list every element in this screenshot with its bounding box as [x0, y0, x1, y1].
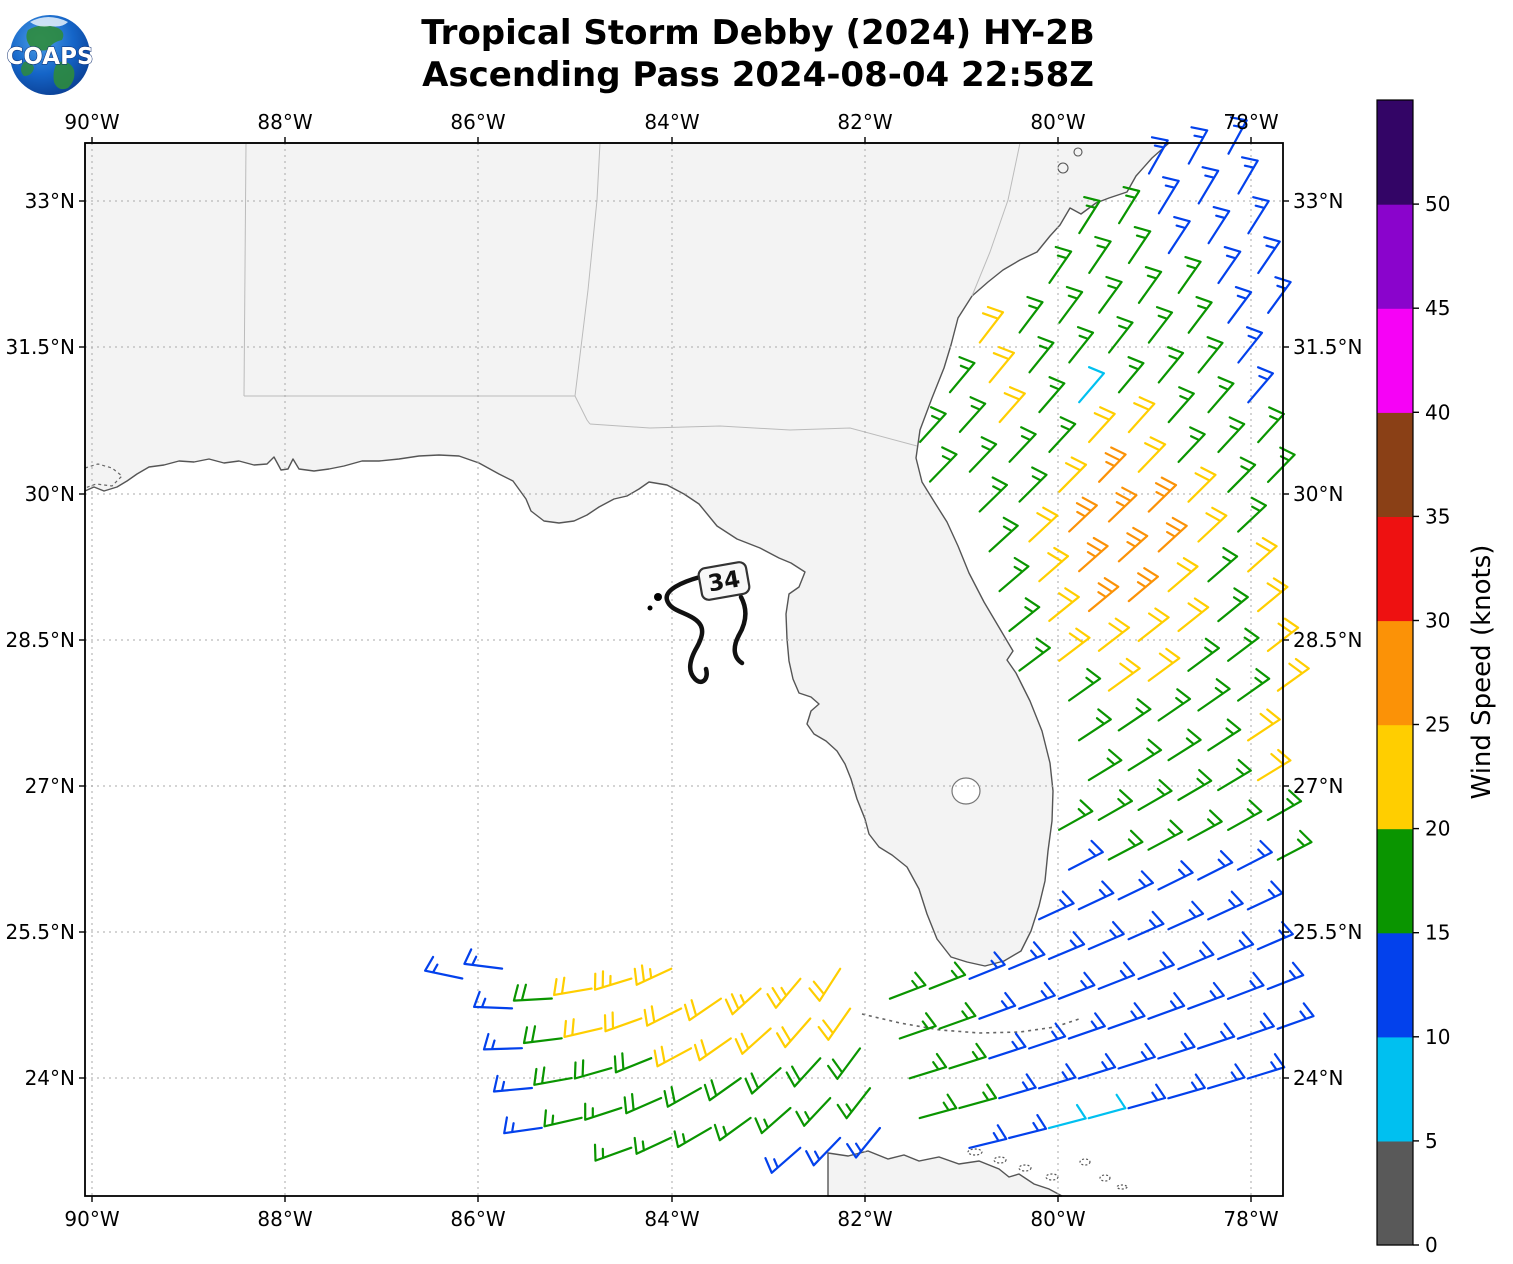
svg-text:90°W: 90°W	[64, 1207, 119, 1231]
svg-text:24°N: 24°N	[25, 1066, 75, 1090]
svg-text:84°W: 84°W	[644, 110, 699, 134]
svg-text:27°N: 27°N	[1293, 774, 1343, 798]
wind-barbs	[424, 116, 1315, 1174]
plot-title-line2: Ascending Pass 2024-08-04 22:58Z	[422, 55, 1094, 95]
plot-title-line1: Tropical Storm Debby (2024) HY-2B	[421, 13, 1095, 53]
svg-text:28.5°N: 28.5°N	[6, 628, 76, 652]
svg-text:5: 5	[1425, 1129, 1438, 1153]
svg-text:90°W: 90°W	[64, 110, 119, 134]
map-layers: 90°W 90°W 88°W 88°W 86°W 86°W 84°W 84°W …	[6, 99, 1450, 1257]
svg-text:78°W: 78°W	[1223, 110, 1278, 134]
svg-text:25.5°N: 25.5°N	[1293, 920, 1363, 944]
svg-text:34: 34	[706, 566, 742, 597]
svg-text:25.5°N: 25.5°N	[6, 920, 76, 944]
svg-text:82°W: 82°W	[837, 110, 892, 134]
svg-text:86°W: 86°W	[450, 110, 505, 134]
storm-overlay: 34	[647, 561, 751, 685]
svg-text:82°W: 82°W	[837, 1207, 892, 1231]
svg-text:33°N: 33°N	[1293, 189, 1343, 213]
svg-text:88°W: 88°W	[257, 110, 312, 134]
svg-text:30: 30	[1425, 609, 1450, 633]
svg-text:33°N: 33°N	[25, 189, 75, 213]
svg-text:10: 10	[1425, 1025, 1450, 1049]
svg-text:86°W: 86°W	[450, 1207, 505, 1231]
svg-text:15: 15	[1425, 921, 1450, 945]
svg-text:28.5°N: 28.5°N	[1293, 628, 1363, 652]
svg-text:35: 35	[1425, 504, 1450, 528]
svg-text:45: 45	[1425, 296, 1450, 320]
svg-text:40: 40	[1425, 400, 1450, 424]
svg-text:30°N: 30°N	[25, 482, 75, 506]
svg-text:31.5°N: 31.5°N	[6, 335, 76, 359]
svg-text:84°W: 84°W	[644, 1207, 699, 1231]
colorbar-axis-label: Wind Speed (knots)	[1467, 545, 1497, 800]
coaps-logo: COAPS	[6, 15, 94, 95]
coaps-logo-text: COAPS	[6, 44, 93, 70]
svg-text:25: 25	[1425, 713, 1450, 737]
wind-radius-contour-label: 34	[697, 561, 751, 601]
svg-text:78°W: 78°W	[1223, 1207, 1278, 1231]
svg-text:80°W: 80°W	[1030, 1207, 1085, 1231]
svg-text:27°N: 27°N	[25, 774, 75, 798]
svg-text:30°N: 30°N	[1293, 482, 1343, 506]
svg-text:0: 0	[1425, 1233, 1438, 1257]
svg-text:88°W: 88°W	[257, 1207, 312, 1231]
svg-text:20: 20	[1425, 817, 1450, 841]
svg-text:31.5°N: 31.5°N	[1293, 335, 1363, 359]
svg-text:80°W: 80°W	[1030, 110, 1085, 134]
svg-text:24°N: 24°N	[1293, 1066, 1343, 1090]
svg-text:50: 50	[1425, 192, 1450, 216]
